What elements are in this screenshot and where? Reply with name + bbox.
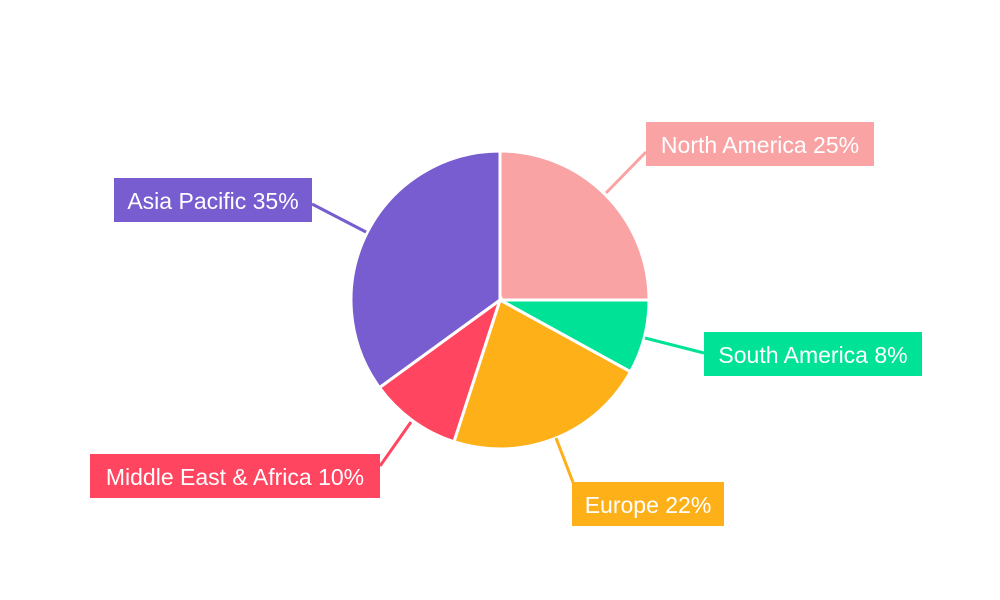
slice-asia-pacific[interactable] — [349, 149, 502, 390]
leader-line-south-america — [644, 336, 705, 355]
leader-line-asia-pacific — [311, 202, 367, 234]
label-box-north-america — [646, 122, 874, 166]
data-label-north-america: North America 25% — [661, 132, 859, 158]
data-label-middle-east-africa: Middle East & Africa 10% — [106, 464, 364, 490]
label-box-asia-pacific — [114, 178, 312, 222]
leader-line-north-america — [604, 150, 648, 195]
slice-middle-east-africa[interactable] — [377, 296, 503, 444]
data-label-south-america: South America 8% — [718, 342, 907, 368]
label-box-europe — [572, 482, 724, 526]
label-box-middle-east-africa — [90, 454, 380, 498]
leader-line-europe — [554, 437, 576, 486]
data-label-asia-pacific: Asia Pacific 35% — [127, 188, 298, 214]
slice-north-america[interactable] — [498, 149, 651, 302]
leader-line-middle-east-africa — [378, 421, 413, 467]
data-label-europe: Europe 22% — [585, 492, 712, 518]
label-box-south-america — [704, 332, 922, 376]
